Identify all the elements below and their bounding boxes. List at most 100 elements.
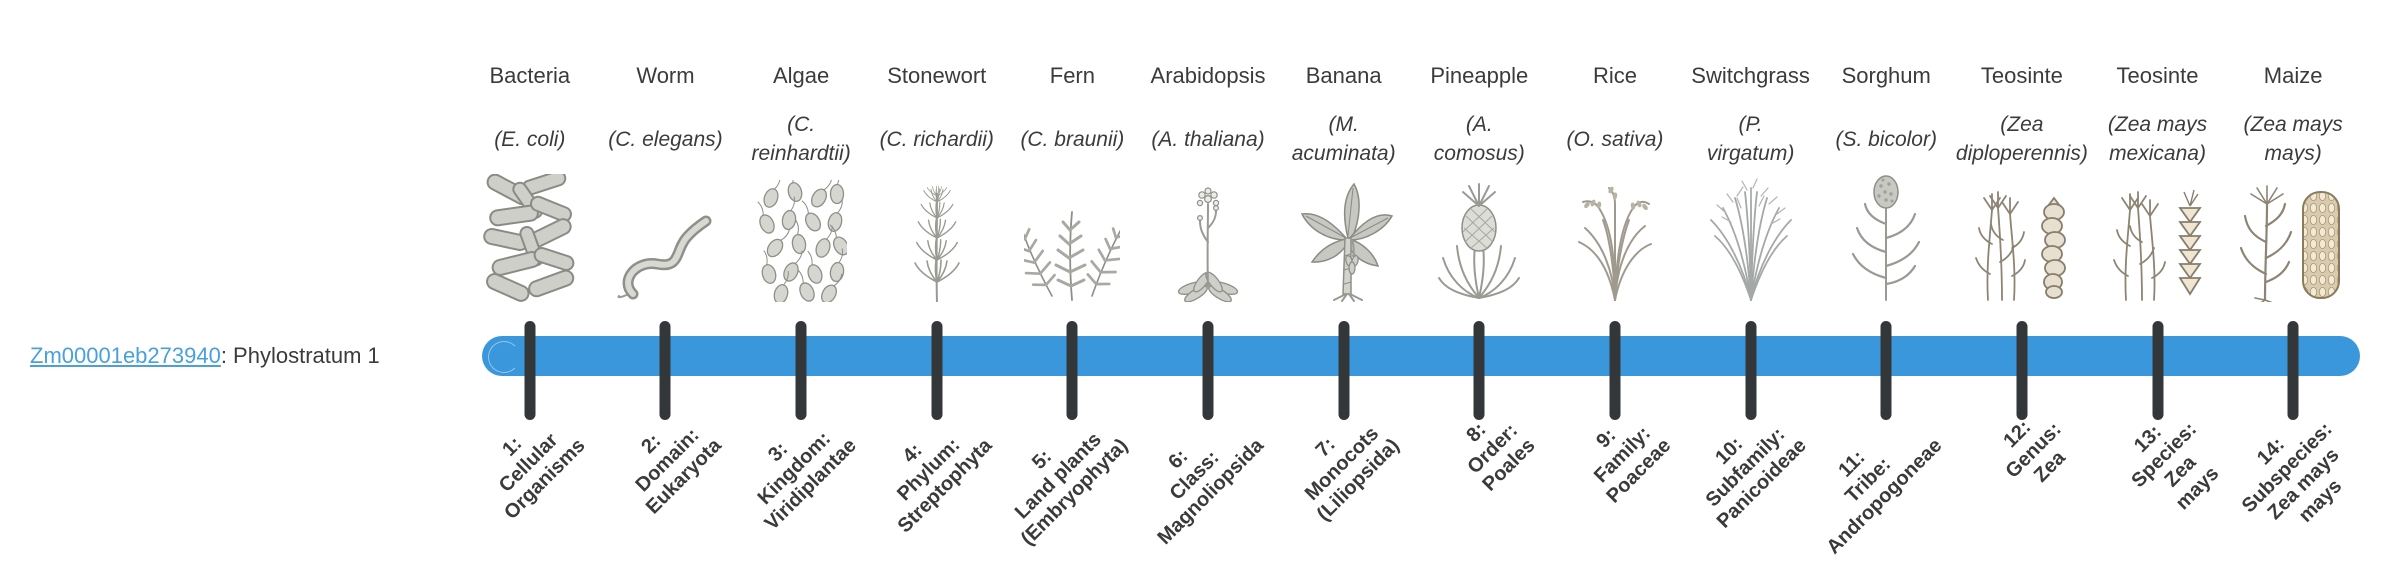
organism-column-switchgrass: Switchgrass (P. virgatum) [1683, 0, 1819, 580]
stratum-label: 8: Order: Poales [1462, 418, 1540, 496]
organism-scientific-name: (C. braunii) [1020, 127, 1125, 151]
organism-column-sorghum: Sorghum (S. bicolor) [1818, 0, 1954, 580]
arabidopsis-icon [1177, 187, 1239, 302]
organism-column-worm: Worm (C. elegans) 2: Domain: Eukaryota [598, 0, 734, 580]
organism-common-name: Arabidopsis [1150, 63, 1266, 88]
phylostratum-text: : Phylostratum 1 [220, 343, 380, 368]
phylostratum-bar [482, 336, 2360, 376]
organism-common-name: Stonewort [887, 63, 987, 88]
organism-illustration [1818, 168, 1954, 302]
organism-scientific-name: (Zea mays mays) [2243, 113, 2343, 165]
organism-illustration [1005, 168, 1141, 302]
stratum-tick [659, 321, 671, 420]
stratum-tick [2152, 321, 2163, 420]
stratum-tick [1880, 321, 1892, 420]
rice-icon [1577, 186, 1652, 301]
organism-scientific-name: (C. elegans) [608, 127, 723, 151]
organism-common-name: Teosinte [1980, 63, 2063, 88]
stratum-tick [931, 321, 943, 420]
stratum-label: 1: Cellular Organisms [495, 429, 591, 525]
organism-columns: Bacteria (E. coli) [462, 0, 2361, 580]
organism-column-arabidopsis: Arabidopsis (A. thaliana) [1140, 0, 1276, 580]
stratum-label: 13: Species: Zea mays [2127, 418, 2224, 514]
banana-icon [1300, 182, 1393, 302]
stratum-tick [2287, 321, 2299, 420]
organism-illustration [598, 168, 734, 302]
maize-icon [2240, 185, 2341, 302]
organism-scientific-name: (M. acuminata) [1291, 113, 1396, 165]
organism-illustration [1140, 168, 1276, 302]
stratum-label: 12: Genus: Zea [1999, 416, 2071, 487]
organism-scientific-name: (S. bicolor) [1835, 127, 1937, 151]
stratum-tick [1066, 321, 1078, 420]
organism-common-name: Teosinte [2116, 63, 2199, 88]
organism-scientific-name: (P. virgatum) [1706, 113, 1795, 165]
teosinte-mexicana-icon [2112, 189, 2202, 301]
gene-link[interactable]: Zm00001eb273940 [30, 343, 221, 368]
organism-scientific-name: (A. comosus) [1433, 113, 1525, 165]
organism-scientific-name: (O. sativa) [1566, 127, 1664, 151]
organism-column-rice: Rice (O. sativa) [1547, 0, 1683, 580]
stratum-label: 5: Land plants (Embryophyta) [1011, 428, 1133, 551]
organism-column-teosinte-mexicana: Teosinte (Zea mays mexicana) [2090, 0, 2226, 580]
stratum-label: 3: Kingdom: Viridiplantae [754, 427, 862, 535]
stonewort-icon [913, 185, 960, 302]
stratum-tick [1473, 321, 1485, 420]
organism-common-name: Sorghum [1841, 63, 1931, 88]
sorghum-icon [1852, 175, 1921, 301]
stratum-label: 9: Family: Poaceae [1589, 422, 1676, 508]
organism-common-name: Banana [1305, 63, 1382, 88]
stratum-label: 6: Class: Magnoliopsida [1153, 434, 1269, 550]
organism-column-maize: Maize (Zea mays mays) [2225, 0, 2361, 580]
organism-common-name: Maize [2263, 63, 2323, 88]
organism-common-name: Pineapple [1430, 63, 1529, 88]
organism-illustration [733, 168, 869, 302]
organism-illustration [2225, 168, 2361, 302]
stratum-label: 4: Phylum: Streptophyta [893, 434, 998, 538]
teosinte-diploperennis-icon [1974, 191, 2066, 301]
organism-column-stonewort: Stonewort (C. richardii) [869, 0, 1005, 580]
organism-column-bacteria: Bacteria (E. coli) [462, 0, 598, 580]
switchgrass-icon [1709, 178, 1792, 301]
organism-common-name: Algae [772, 63, 830, 88]
bacteria-icon [483, 174, 575, 302]
stratum-tick [1609, 321, 1621, 420]
worm-icon [617, 215, 712, 300]
organism-illustration [1411, 168, 1547, 302]
organism-common-name: Fern [1049, 63, 1095, 88]
organism-common-name: Worm [636, 63, 695, 88]
gene-label: Zm00001eb273940: Phylostratum 1 [30, 336, 380, 376]
stratum-label: 10: Subfamily: Panicoideae [1701, 423, 1811, 533]
organism-scientific-name: (E. coli) [494, 127, 566, 151]
organism-column-pineapple: Pineapple (A. comosus) 8: Order: Poales [1411, 0, 1547, 580]
stratum-tick [1338, 321, 1350, 420]
fern-icon [1024, 210, 1121, 302]
pineapple-icon [1438, 183, 1521, 299]
bar-end-cap [488, 341, 520, 373]
organism-illustration [1954, 168, 2090, 302]
organism-illustration [462, 168, 598, 302]
stratum-tick [795, 321, 807, 420]
stratum-label: 7: Monocots (Liliopsida) [1300, 422, 1405, 526]
organism-column-teosinte-diploperennis: Teosinte (Zea diploperennis) [1954, 0, 2090, 580]
organism-scientific-name: (C. richardii) [879, 127, 994, 151]
organism-illustration [1683, 168, 1819, 302]
stratum-tick [1745, 321, 1757, 420]
organism-illustration [869, 168, 1005, 302]
organism-common-name: Bacteria [489, 63, 571, 88]
organism-column-banana: Banana (M. acuminata) [1276, 0, 1412, 580]
organism-column-fern: Fern (C. braunii) [1005, 0, 1141, 580]
stratum-label: 14: Subspecies: Zea mays mays [2238, 418, 2347, 527]
stratum-tick [2016, 321, 2028, 420]
stratum-tick [1202, 321, 1214, 420]
stratum-label: 2: Domain: Eukaryota [631, 424, 726, 519]
algae-icon [755, 180, 848, 302]
organism-illustration [2090, 168, 2226, 302]
organism-scientific-name: (Zea mays mexicana) [2107, 113, 2208, 165]
organism-common-name: Rice [1592, 63, 1637, 88]
organism-column-algae: Algae (C. reinhardtii) [733, 0, 869, 580]
stratum-tick [524, 321, 536, 420]
organism-illustration [1547, 168, 1683, 302]
organism-scientific-name: (C. reinhardtii) [751, 113, 851, 165]
